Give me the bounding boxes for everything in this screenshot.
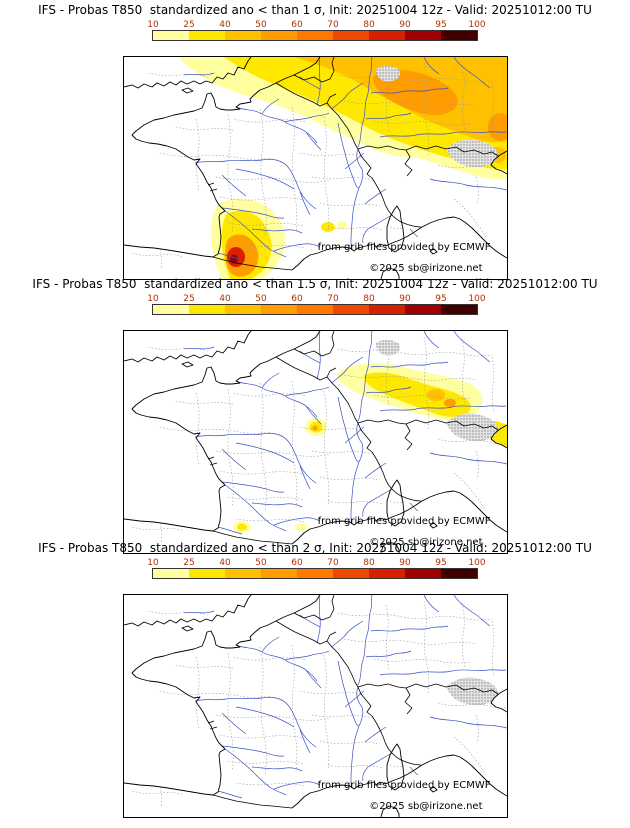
probability-colorbar: 10 25 40 50 60 70 80 90 95 100 (147, 558, 486, 579)
colorbar-tick: 70 (327, 558, 339, 568)
probability-colorbar: 10 25 40 50 60 70 80 90 95 100 (147, 20, 486, 41)
panel-title: IFS - Probas T850 standardized ano < tha… (38, 541, 592, 555)
map-canvas (123, 331, 507, 553)
colorbar-tick: 70 (327, 20, 339, 30)
colorbar-wrap: 10 25 40 50 60 70 80 90 95 100 (147, 558, 486, 579)
colorbar-segment (405, 31, 441, 40)
map-panel-1-5sigma: IFS - Probas T850 standardized ano < tha… (0, 276, 630, 554)
colorbar-segment (261, 31, 297, 40)
colorbar-segment (189, 569, 225, 578)
colorbar-tick: 60 (291, 558, 303, 568)
shade-25 (363, 372, 471, 418)
colorbar-tick: 10 (147, 294, 159, 304)
colorbar-tick: 95 (435, 20, 447, 30)
colorbar-tick: 95 (435, 558, 447, 568)
shade-50 (312, 425, 317, 431)
colorbar-tick: 25 (183, 558, 195, 568)
panel-title: IFS - Probas T850 standardized ano < tha… (32, 277, 598, 291)
probability-shading (232, 362, 507, 533)
colorbar-segment (297, 305, 333, 314)
colorbar-segment (369, 569, 405, 578)
colorbar-tick: 50 (255, 294, 267, 304)
colorbar-tick: 60 (291, 20, 303, 30)
shade-50 (372, 70, 458, 116)
colorbar-tick: 100 (468, 558, 486, 568)
colorbar-tick: 95 (435, 294, 447, 304)
terrain-mask-secondary (375, 340, 400, 356)
colorbar-segment (441, 31, 477, 40)
terrain-mask-secondary (375, 66, 400, 82)
colorbar-segment (225, 305, 261, 314)
colorbar-tick: 80 (363, 20, 375, 30)
shade-90 (229, 254, 238, 264)
copyright: ©2025 sb@irizone.net (369, 801, 483, 812)
colorbar-tick: 80 (363, 294, 375, 304)
colorbar-tick: 90 (399, 558, 411, 568)
colorbar-segment (405, 305, 441, 314)
shade-40 (426, 389, 445, 401)
colorbar-segment (405, 569, 441, 578)
colorbar-segment (297, 569, 333, 578)
shade-25 (236, 523, 247, 531)
colorbar-tick: 70 (327, 294, 339, 304)
attribution-ecmwf: from grib files provided by ECMWF (317, 516, 491, 527)
colorbar-tick: 40 (219, 20, 231, 30)
map-panel-1sigma: IFS - Probas T850 standardized ano < tha… (0, 2, 630, 280)
attribution-ecmwf: from grib files provided by ECMWF (317, 780, 491, 791)
colorbar-segment (225, 569, 261, 578)
colorbar-segment (153, 569, 189, 578)
map-panel-2sigma: IFS - Probas T850 standardized ano < tha… (0, 540, 630, 818)
colorbar-segment (189, 31, 225, 40)
colorbar-segment (153, 305, 189, 314)
colorbar-tick: 40 (219, 294, 231, 304)
map-frame: from grib files provided by ECMWF ©2025 … (122, 56, 508, 280)
colorbar-tick: 90 (399, 20, 411, 30)
colorbar-tick: 90 (399, 294, 411, 304)
colorbar-segment (333, 31, 369, 40)
shade-50 (443, 399, 456, 407)
colorbar-segment (189, 305, 225, 314)
probability-colorbar: 10 25 40 50 60 70 80 90 95 100 (147, 294, 486, 315)
colorbar-segment (441, 569, 477, 578)
colorbar-wrap: 10 25 40 50 60 70 80 90 95 100 (147, 20, 486, 41)
colorbar-segment (369, 31, 405, 40)
colorbar-tick: 10 (147, 558, 159, 568)
colorbar-segment (225, 31, 261, 40)
shade-10 (336, 221, 347, 229)
colorbar-tick: 10 (147, 20, 159, 30)
colorbar-wrap: 10 25 40 50 60 70 80 90 95 100 (147, 294, 486, 315)
shade-10 (294, 523, 307, 531)
colorbar-segment (333, 569, 369, 578)
colorbar-segment (369, 305, 405, 314)
colorbar-tick: 25 (183, 20, 195, 30)
attribution-ecmwf: from grib files provided by ECMWF (317, 242, 491, 253)
panel-title: IFS - Probas T850 standardized ano < tha… (38, 3, 592, 17)
map-frame: from grib files provided by ECMWF ©2025 … (122, 330, 508, 554)
shade-50 (487, 113, 507, 141)
colorbar-tick: 100 (468, 20, 486, 30)
colorbar-tick: 50 (255, 558, 267, 568)
colorbar-tick: 60 (291, 294, 303, 304)
colorbar-segment (333, 305, 369, 314)
map-frame: from grib files provided by ECMWF ©2025 … (122, 594, 508, 818)
colorbar-tick: 40 (219, 558, 231, 568)
colorbar-segment (153, 31, 189, 40)
colorbar-tick: 25 (183, 294, 195, 304)
copyright: ©2025 sb@irizone.net (369, 537, 483, 548)
colorbar-tick: 50 (255, 20, 267, 30)
copyright: ©2025 sb@irizone.net (369, 263, 483, 274)
colorbar-segment (441, 305, 477, 314)
colorbar-tick: 80 (363, 558, 375, 568)
colorbar-segment (297, 31, 333, 40)
colorbar-segment (261, 305, 297, 314)
colorbar-segment (261, 569, 297, 578)
colorbar-tick: 100 (468, 294, 486, 304)
map-canvas (123, 57, 507, 279)
